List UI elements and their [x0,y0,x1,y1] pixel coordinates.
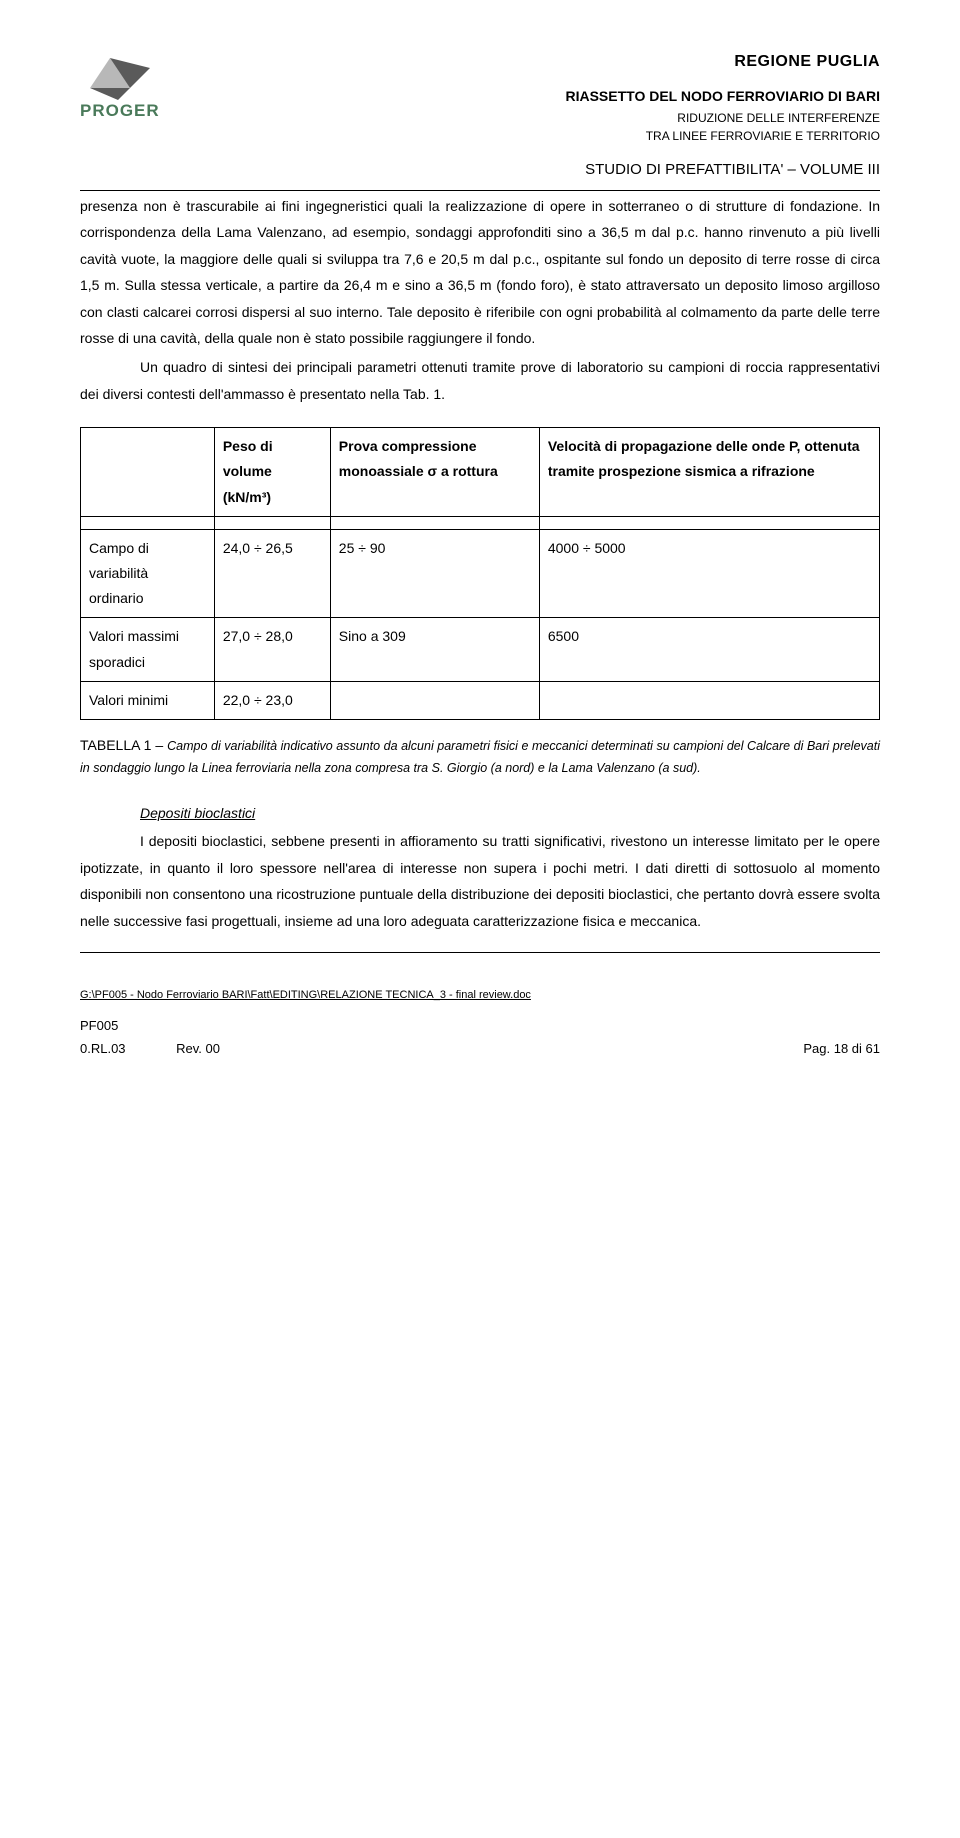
footer-code: PF005 [80,1016,880,1036]
col-header-0 [81,428,215,517]
document-header: PROGER REGIONE PUGLIA RIASSETTO DEL NODO… [80,50,880,182]
document-footer: G:\PF005 - Nodo Ferroviario BARI\Fatt\ED… [80,987,880,1059]
footer-page: Pag. 18 di 61 [803,1039,880,1059]
svg-text:PROGER: PROGER [80,101,160,120]
header-studio: STUDIO DI PREFATTIBILITA' – VOLUME III [80,159,880,182]
table-row: Valori minimi 22,0 ÷ 23,0 [81,681,880,719]
footer-rule [80,952,880,953]
footer-rev: Rev. 00 [176,1041,220,1056]
paragraph-1: presenza non è trascurabile ai fini inge… [80,193,880,353]
logo: PROGER [80,50,190,120]
section-heading-depositi: Depositi bioclastici [140,803,880,824]
table-row: Valori massimi sporadici 27,0 ÷ 28,0 Sin… [81,618,880,681]
parameters-table: Peso di volume (kN/m³) Prova compression… [80,427,880,720]
header-rule [80,190,880,191]
col-header-3: Velocità di propagazione delle onde P, o… [539,428,879,517]
col-header-1: Peso di volume (kN/m³) [214,428,330,517]
proger-logo-icon: PROGER [80,50,170,120]
table-row: Campo di variabilità ordinario 24,0 ÷ 26… [81,529,880,618]
paragraph-3: I depositi bioclastici, sebbene presenti… [80,828,880,934]
header-line2: RIDUZIONE DELLE INTERFERENZE [80,109,880,127]
table-row [81,516,880,529]
header-line3: TRA LINEE FERROVIARIE E TERRITORIO [80,127,880,145]
footer-filepath: G:\PF005 - Nodo Ferroviario BARI\Fatt\ED… [80,987,880,1004]
col-header-2: Prova compressione monoassiale σ a rottu… [330,428,539,517]
footer-doc: 0.RL.03 [80,1041,126,1056]
header-region: REGIONE PUGLIA [80,50,880,74]
table-caption: TABELLA 1 – Campo di variabilità indicat… [80,734,880,779]
paragraph-2: Un quadro di sintesi dei principali para… [80,354,880,407]
header-line1: RIASSETTO DEL NODO FERROVIARIO DI BARI [80,86,880,107]
